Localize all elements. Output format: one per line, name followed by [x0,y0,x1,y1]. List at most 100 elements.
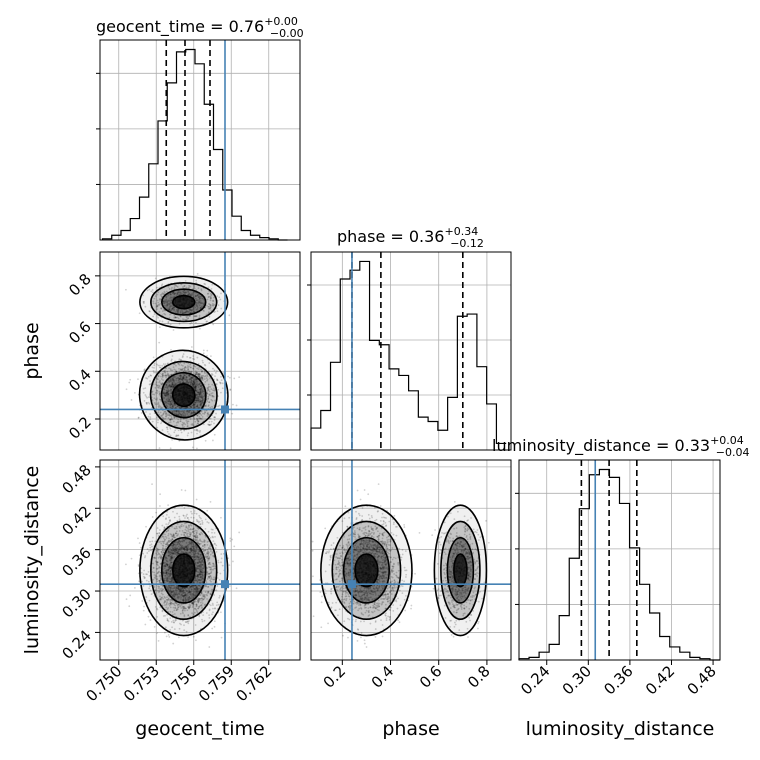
sample-point [193,401,196,404]
hist-grid-phase [307,284,511,396]
sample-point [160,375,162,378]
sample-point [199,393,201,396]
sample-point [188,356,191,359]
sample-point [165,300,168,302]
sample-point [164,392,167,394]
sample-point [197,375,200,378]
sample-point [191,308,194,311]
sample-point [165,411,168,414]
sample-point [231,412,234,415]
sample-point [192,381,195,383]
sample-point [181,426,184,429]
sample-point [169,293,172,296]
sample-point [193,315,196,318]
sample-point [194,306,197,309]
sample-point [179,374,182,377]
sample-point [176,310,178,312]
sample-point [194,389,197,392]
sample-point [159,382,162,385]
sample-point [183,426,186,429]
sample-point [192,367,195,370]
sample-point [193,284,196,287]
sample-point [193,417,195,419]
sample-point [196,389,199,391]
sample-point [137,417,140,419]
sample-point [184,291,187,294]
sample-point [185,315,188,318]
sample-point [171,369,174,372]
sample-point [168,385,171,388]
sample-point [142,391,145,394]
sample-point [185,311,187,314]
sample-point [190,321,193,324]
sample-point [158,310,161,313]
sample-point [170,380,173,383]
sample-point [216,295,219,298]
sample-point [177,308,180,311]
sample-point [172,308,175,311]
sample-point [197,372,200,375]
sample-point [208,390,211,393]
sample-point [201,415,204,418]
sample-point [193,386,196,389]
sample-point [199,391,201,394]
sample-point [196,399,199,402]
sample-point [184,378,187,381]
sample-point [168,400,171,403]
sample-point [167,380,170,383]
sample-point [179,358,182,361]
sample-point [201,400,204,402]
sample-point [143,369,146,371]
sample-point [188,370,191,373]
sample-point [204,411,206,414]
sample-point [167,414,170,417]
sample-point [190,379,193,382]
sample-point [156,378,159,381]
sample-point [169,418,172,421]
sample-point [169,434,172,437]
sample-point [210,423,213,426]
sample-point [168,316,171,319]
sample-point [167,386,169,389]
sample-point [178,358,181,361]
sample-point [165,391,168,394]
sample-point [167,321,170,324]
sample-point [171,381,174,384]
sample-point [151,393,154,396]
sample-point [183,374,186,376]
sample-point [177,362,180,365]
sample-point [167,300,169,302]
sample-point [174,424,176,427]
sample-point [166,301,168,304]
sample-point [174,429,177,432]
sample-point [192,367,195,370]
title-phase: phase = 0.36+0.34 −0.12 [337,225,484,250]
sample-point [187,432,190,435]
sample-point [183,362,186,365]
sample-point [172,376,175,379]
sample-point [185,409,188,412]
sample-point [170,384,172,387]
sample-point [165,374,167,377]
sample-point [160,295,163,298]
sample-point [199,400,202,403]
sample-point [156,299,159,302]
sample-point [156,426,159,429]
sample-point [164,394,167,396]
sample-point [197,430,199,432]
sample-point [198,373,200,376]
sample-point [165,296,168,299]
sample-point [203,370,206,373]
sample-point [203,310,205,312]
sample-point [207,292,210,295]
sample-point [167,396,170,399]
sample-point [187,368,190,371]
sample-point [182,377,184,380]
sample-point [171,377,174,380]
sample-point [151,390,154,393]
sample-point [196,367,199,370]
sample-point [174,316,177,319]
sample-point [169,305,172,308]
sample-point [212,323,215,326]
sample-point [168,288,171,290]
